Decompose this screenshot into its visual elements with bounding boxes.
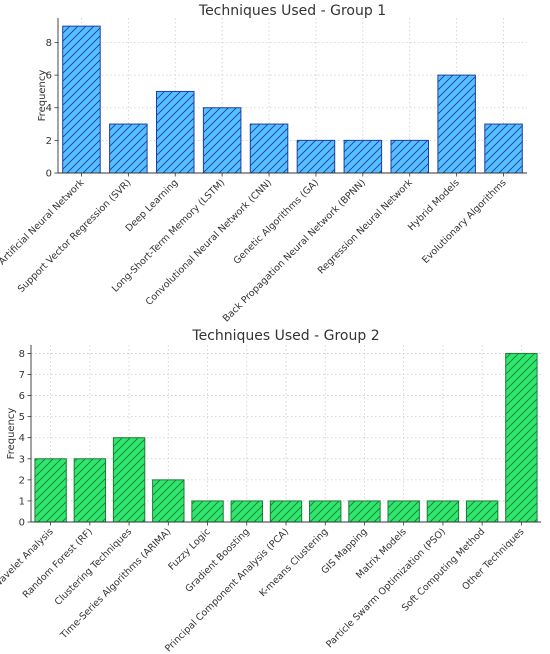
group2-ytick-label: 8: [19, 349, 25, 360]
group1-ytick-label: 8: [46, 38, 52, 49]
group1-bar: [155, 90, 195, 174]
group2-bar: [112, 437, 146, 523]
group1-xtick-label: Evolutionary Algorithms: [420, 177, 509, 266]
group2-ytick-label: 4: [19, 433, 25, 444]
group1-bar: [437, 74, 476, 174]
group1-ytick-label: 2: [46, 136, 52, 147]
group2-xtick-label: Clustering Techniques: [53, 526, 135, 608]
group2-bar: [152, 479, 185, 523]
group2-bar: [191, 500, 224, 523]
group2-bar: [387, 500, 420, 523]
group1-xtick-label: Genetic Algorithms (GA): [232, 177, 321, 266]
group2-xtick-label: Random Forest (RF): [21, 526, 95, 600]
group1-bar: [62, 25, 101, 174]
group2-chart: Techniques Used - Group 2 0 1 2 3 4 5 6 7 8 Freque…: [0, 328, 541, 654]
group2-bar: [230, 500, 263, 523]
group2-ytick-label: 0: [19, 518, 25, 529]
group1-bar: [390, 139, 430, 174]
group2-bar: [269, 500, 303, 523]
group2-bar: [348, 500, 381, 523]
group1-ytick-label: 4: [46, 103, 52, 114]
group2-ytick-label: 6: [19, 391, 25, 402]
group2-y-axis-label: Frequency: [6, 408, 17, 460]
group1-bar: [296, 139, 336, 174]
group1-xtick-label: Artificial Neural Network: [0, 177, 87, 267]
group2-ytick-label: 7: [19, 370, 25, 381]
group1-bar: [484, 123, 523, 174]
group1-chart: Techniques Used - Group 1 0 2 4 6 8 Frequency A…: [0, 3, 527, 324]
group1-xtick-label: Regression Neural Network: [316, 177, 415, 276]
group2-chart-title: Techniques Used - Group 2: [191, 328, 379, 344]
group2-xtick-label: K-means Clustering: [258, 526, 331, 599]
group2-bar: [426, 500, 460, 523]
group2-ytick-label: 1: [19, 496, 25, 507]
group1-ytick-label: 6: [46, 71, 52, 82]
group1-ytick-label: 0: [46, 169, 52, 180]
group2-bar: [309, 500, 342, 523]
group2-ytick-label: 2: [19, 475, 25, 486]
group1-bar: [202, 107, 242, 174]
group2-ytick-label: 3: [19, 454, 25, 465]
group1-y-axis-label: Frequency: [37, 70, 48, 122]
group2-ytick-label: 5: [19, 412, 25, 423]
group2-bar: [505, 352, 538, 523]
group2-bar: [465, 500, 499, 523]
group1-bar: [249, 123, 289, 174]
group2-bar: [73, 458, 107, 523]
group2-bar: [34, 458, 67, 523]
group1-bar: [343, 139, 383, 174]
group1-bar: [109, 123, 148, 174]
group1-chart-title: Techniques Used - Group 1: [198, 3, 386, 19]
